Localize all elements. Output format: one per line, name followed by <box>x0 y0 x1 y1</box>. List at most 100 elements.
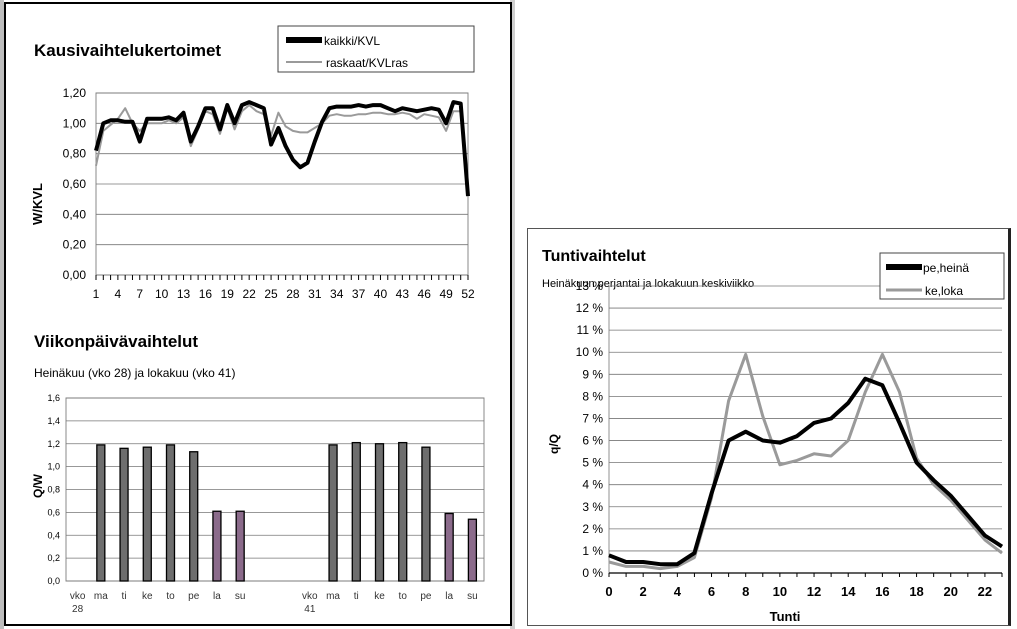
chart2-bar <box>96 444 106 582</box>
chart1-legend-box <box>277 25 475 73</box>
chart1-legend-label-kaikki: kaikki/KVL <box>324 34 380 48</box>
chart1-xtick-label: 16 <box>199 287 213 301</box>
chart3-xtick-label: 6 <box>708 584 715 599</box>
chart1-ytick-label: 0,80 <box>63 147 87 161</box>
chart1-xtick-label: 7 <box>136 287 143 301</box>
chart1-xtick-label: 34 <box>330 287 344 301</box>
right-chart-svg: Tuntivaihtelut Heinäkuun perjantai ja lo… <box>542 248 1005 624</box>
chart1-ytick-label: 1,00 <box>63 116 87 130</box>
chart3-ytick-label: 7 % <box>582 411 603 425</box>
chart3-ytick-label: 10 % <box>576 345 604 359</box>
chart3-legend-label-pe: pe,heinä <box>923 261 969 275</box>
chart1-xtick-label: 46 <box>418 287 432 301</box>
chart3-ylabel: q/Q <box>547 434 561 454</box>
chart1-xtick-label: 13 <box>177 287 191 301</box>
chart1-legend: kaikki/KVL raskaat/KVLras <box>277 25 475 73</box>
chart1-xtick-label: 31 <box>308 287 322 301</box>
chart2-xtick-label: pe <box>420 591 432 602</box>
chart2-subtitle: Heinäkuu (vko 28) ja lokakuu (vko 41) <box>34 366 235 380</box>
chart3-legend: pe,heinä ke,loka <box>879 252 1005 300</box>
chart3-ytick-label: 1 % <box>582 544 603 558</box>
chart2-bar <box>212 510 222 582</box>
chart2-bar <box>467 518 478 582</box>
chart2-title: Viikonpäivävaihtelut <box>34 332 198 351</box>
chart2-xtick-label: ti <box>354 591 359 602</box>
chart2-ytick-label: 0,8 <box>47 485 60 495</box>
chart3-ytick-label: 9 % <box>582 367 603 381</box>
chart3-xtick-label: 18 <box>909 584 923 599</box>
chart2-bar <box>351 441 361 582</box>
chart3-ytick-label: 2 % <box>582 522 603 536</box>
chart3-xtick-label: 10 <box>773 584 787 599</box>
chart2-bar <box>398 441 408 582</box>
left-charts-svg: Kausivaihtelukertoimet kaikki/KVL raskaa… <box>30 25 485 615</box>
chart1-xtick-label: 43 <box>396 287 410 301</box>
chart3-title: Tuntivaihtelut <box>542 248 646 265</box>
chart1-xtick-label: 25 <box>264 287 278 301</box>
chart1-ylabel: W/KVL <box>30 183 45 225</box>
chart3-xtick-label: 2 <box>640 584 647 599</box>
chart2-ytick-label: 1,2 <box>47 439 60 449</box>
right-figure-panel: Tuntivaihtelut Heinäkuun perjantai ja lo… <box>527 228 1011 626</box>
chart1-series-raskaat <box>95 104 469 192</box>
chart2-xtick-label: ke <box>142 591 153 602</box>
chart3-ytick-label: 0 % <box>582 566 603 580</box>
chart3-series-ke-loka <box>608 352 1003 571</box>
chart2-bar <box>235 510 245 582</box>
chart1-xtick-label: 22 <box>242 287 256 301</box>
chart2-bar <box>189 451 199 582</box>
chart2-xtick-label: ma <box>326 591 340 602</box>
chart3-ytick-label: 8 % <box>582 389 603 403</box>
chart3-xlabel: Tunti <box>770 609 801 624</box>
chart2-ytick-label: 0,4 <box>47 530 60 540</box>
chart3-ytick-label: 13 % <box>576 279 604 293</box>
chart1-xtick-label: 10 <box>155 287 169 301</box>
chart2-bar <box>142 446 152 582</box>
chart2-xtick-label: vko <box>302 591 318 602</box>
chart2-ytick-label: 0,2 <box>47 553 60 563</box>
chart3-xtick-label: 16 <box>875 584 889 599</box>
chart3-xtick-label: 22 <box>978 584 992 599</box>
chart2-bar <box>165 444 176 582</box>
chart1-xtick-label: 52 <box>461 287 475 301</box>
chart3-xtick-label: 12 <box>807 584 821 599</box>
chart1-ytick-label: 0,20 <box>63 238 87 252</box>
chart1-title: Kausivaihtelukertoimet <box>34 41 221 60</box>
chart2-bar <box>444 512 454 582</box>
chart2-xtick-label: la <box>445 591 453 602</box>
chart1-xtick-label: 49 <box>439 287 453 301</box>
chart3-xtick-label: 14 <box>841 584 856 599</box>
chart2-xtick-label-line2: 28 <box>72 604 84 615</box>
chart2-bar <box>328 444 338 582</box>
chart2-xtick-label: su <box>235 591 246 602</box>
chart1-xtick-label: 19 <box>221 287 235 301</box>
chart3-xtick-label: 4 <box>674 584 682 599</box>
chart2-xtick-label: la <box>213 591 221 602</box>
chart2-xtick-label: vko <box>70 591 86 602</box>
chart2-bar <box>374 443 385 582</box>
chart2-ytick-label: 1,6 <box>47 393 60 403</box>
scan-edge <box>0 0 4 629</box>
chart3-subtitle: Heinäkuun perjantai ja lokakuun keskivii… <box>542 278 754 290</box>
chart1-ytick-label: 0,00 <box>63 268 87 282</box>
chart2-ytick-label: 0,0 <box>47 576 60 586</box>
panel-divider <box>510 0 515 629</box>
chart3-ytick-label: 11 % <box>577 323 604 337</box>
chart2-xtick-label: to <box>166 591 175 602</box>
chart2-ytick-label: 1,0 <box>47 462 60 472</box>
chart3-xtick-label: 20 <box>944 584 958 599</box>
left-figure-panel: Kausivaihtelukertoimet kaikki/KVL raskaa… <box>4 2 512 626</box>
chart2-bar <box>119 447 129 582</box>
chart3-ytick-label: 6 % <box>582 434 603 448</box>
chart1-legend-label-raskaat: raskaat/KVLras <box>326 56 408 70</box>
chart2-bar <box>421 446 431 582</box>
chart1-ytick-label: 0,60 <box>63 177 87 191</box>
chart1-xtick-label: 4 <box>115 287 122 301</box>
chart3-ytick-label: 3 % <box>582 500 603 514</box>
chart2-xtick-label: ke <box>374 591 385 602</box>
chart3-series-pe-heina <box>608 376 1004 567</box>
chart3-legend-label-ke: ke,loka <box>925 284 963 298</box>
chart3-xtick-label: 0 <box>605 584 612 599</box>
chart1-xtick-label: 40 <box>374 287 388 301</box>
chart3-ytick-label: 12 % <box>576 301 604 315</box>
